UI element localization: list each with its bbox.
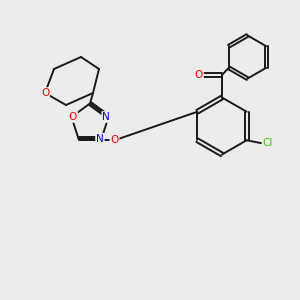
- Text: O: O: [69, 112, 77, 122]
- Text: O: O: [195, 70, 203, 80]
- Text: N: N: [102, 112, 110, 122]
- Text: N: N: [96, 134, 104, 144]
- Text: Cl: Cl: [262, 138, 273, 148]
- Text: O: O: [110, 135, 119, 145]
- Text: O: O: [41, 88, 49, 98]
